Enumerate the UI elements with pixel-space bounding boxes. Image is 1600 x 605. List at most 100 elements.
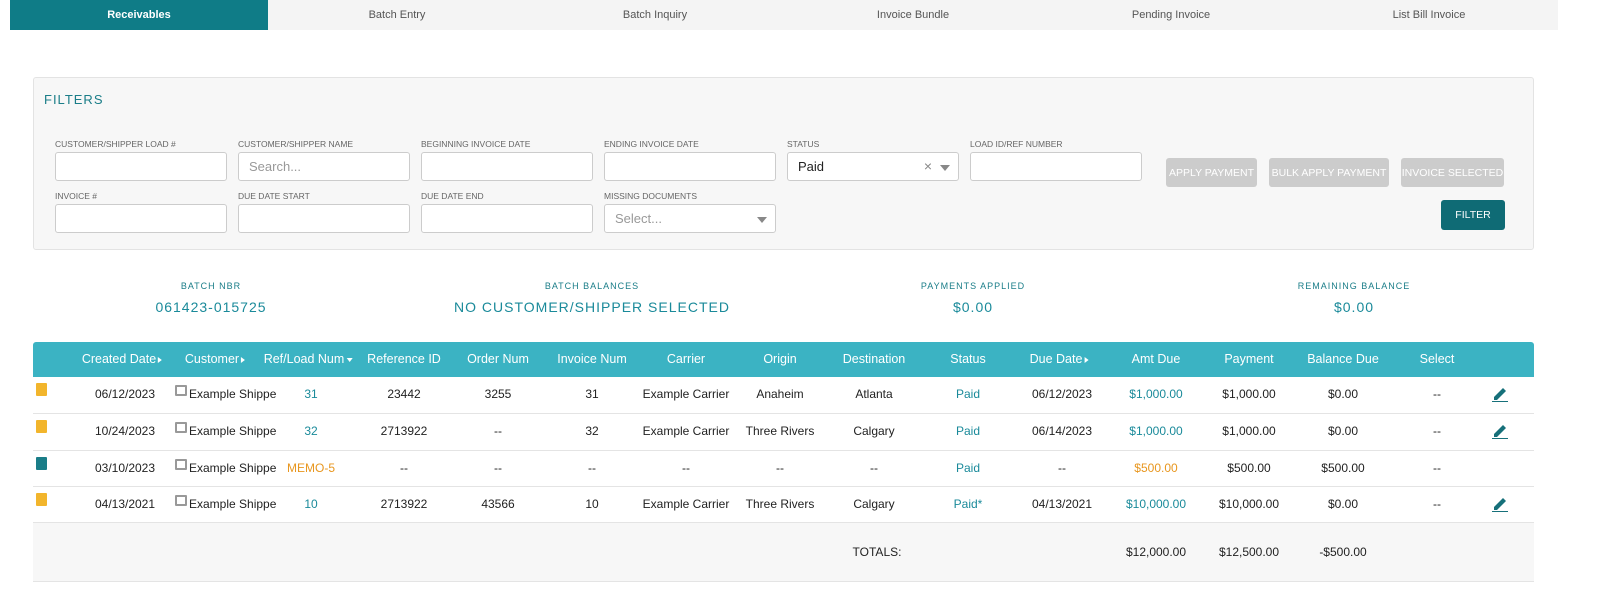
field-label: CUSTOMER/SHIPPER NAME bbox=[238, 139, 354, 149]
tab[interactable]: Invoice Bundle bbox=[784, 0, 1042, 30]
field-label: INVOICE # bbox=[55, 191, 98, 201]
table-cell: Calgary bbox=[853, 497, 895, 511]
field-label: DUE DATE START bbox=[238, 191, 310, 201]
table-cell: 32 bbox=[585, 424, 599, 438]
column-header[interactable]: Payment bbox=[1224, 352, 1274, 366]
column-header[interactable]: Customer bbox=[185, 352, 246, 366]
table-cell: 03/10/2023 bbox=[94, 461, 156, 475]
tab[interactable]: Pending Invoice bbox=[1042, 0, 1300, 30]
column-header[interactable]: Ref/Load Num bbox=[264, 352, 353, 366]
table-header bbox=[33, 342, 1534, 377]
input[interactable] bbox=[970, 152, 1142, 181]
edit-glyph[interactable] bbox=[1492, 384, 1508, 403]
column-header[interactable]: Order Num bbox=[467, 352, 529, 366]
table-cell: Anaheim bbox=[756, 387, 804, 401]
field-label: LOAD ID/REF NUMBER bbox=[970, 139, 1063, 149]
edit-icon[interactable] bbox=[1492, 421, 1508, 440]
column-header[interactable]: Destination bbox=[842, 352, 906, 366]
input[interactable] bbox=[421, 204, 593, 233]
table-cell: -- bbox=[588, 461, 596, 475]
edit-icon[interactable] bbox=[1492, 494, 1508, 513]
table-cell[interactable]: Paid bbox=[955, 387, 981, 401]
edit-glyph[interactable] bbox=[1492, 421, 1508, 440]
input[interactable] bbox=[238, 204, 410, 233]
column-header[interactable]: Invoice Num bbox=[557, 352, 627, 366]
document-icon[interactable] bbox=[36, 420, 47, 433]
table-cell: -- bbox=[400, 461, 408, 475]
column-header[interactable]: Select bbox=[1419, 352, 1455, 366]
table-cell[interactable]: $1,000.00 bbox=[1129, 424, 1183, 438]
column-header[interactable]: Origin bbox=[763, 352, 797, 366]
customer-icon[interactable] bbox=[175, 459, 187, 470]
table-cell: 06/12/2023 bbox=[94, 387, 156, 401]
table-cell: 04/13/2021 bbox=[94, 497, 156, 511]
tab[interactable]: List Bill Invoice bbox=[1300, 0, 1558, 30]
table-cell: 06/14/2023 bbox=[1031, 424, 1093, 438]
field-label: ENDING INVOICE DATE bbox=[604, 139, 699, 149]
table-cell[interactable]: $500.00 bbox=[1134, 461, 1178, 475]
table-cell[interactable]: 10 bbox=[304, 497, 318, 511]
column-header[interactable]: Status bbox=[950, 352, 986, 366]
input[interactable] bbox=[55, 204, 227, 233]
input[interactable] bbox=[604, 152, 776, 181]
document-icon[interactable] bbox=[36, 493, 47, 506]
table-cell[interactable]: Paid bbox=[955, 461, 981, 475]
edit-glyph[interactable] bbox=[1492, 494, 1508, 513]
summary-value: NO CUSTOMER/SHIPPER SELECTED bbox=[454, 299, 730, 315]
column-header[interactable]: Amt Due bbox=[1131, 352, 1181, 366]
column-header[interactable]: Balance Due bbox=[1307, 352, 1379, 366]
input[interactable]: Search... bbox=[238, 152, 410, 181]
table-cell[interactable]: Paid bbox=[955, 424, 981, 438]
button[interactable]: FILTER bbox=[1441, 200, 1505, 230]
customer-icon[interactable] bbox=[175, 495, 187, 506]
summary-label: BATCH NBR bbox=[180, 281, 242, 291]
column-header[interactable]: Carrier bbox=[666, 352, 706, 366]
edit-icon[interactable] bbox=[1492, 384, 1508, 403]
document-icon[interactable] bbox=[36, 383, 47, 396]
sort-arrow[interactable] bbox=[241, 356, 246, 363]
table-cell[interactable]: $10,000.00 bbox=[1125, 497, 1187, 511]
table-cell: Example Carrier bbox=[642, 424, 730, 438]
dropdown-caret[interactable] bbox=[757, 217, 767, 223]
table-cell: Example Shippe bbox=[189, 387, 277, 401]
field-label: STATUS bbox=[787, 139, 820, 149]
table-cell: -- bbox=[682, 461, 690, 475]
table-cell: $0.00 bbox=[1327, 424, 1359, 438]
input[interactable]: Select... bbox=[604, 204, 776, 233]
document-icon[interactable] bbox=[36, 457, 47, 470]
table-cell: 04/13/2021 bbox=[1031, 497, 1093, 511]
table-cell: -- bbox=[1433, 497, 1441, 511]
tab[interactable]: Batch Inquiry bbox=[526, 0, 784, 30]
button[interactable]: BULK APPLY PAYMENT bbox=[1269, 158, 1389, 187]
column-header[interactable]: Due Date bbox=[1030, 352, 1089, 366]
dropdown-caret[interactable] bbox=[940, 165, 950, 171]
clear-icon[interactable]: × bbox=[923, 158, 932, 174]
table-cell: 10/24/2023 bbox=[94, 424, 156, 438]
button[interactable]: APPLY PAYMENT bbox=[1166, 158, 1257, 187]
table-cell: -- bbox=[776, 461, 784, 475]
tab[interactable]: Batch Entry bbox=[268, 0, 526, 30]
table-cell: -- bbox=[494, 424, 502, 438]
button[interactable]: INVOICE SELECTED bbox=[1401, 158, 1504, 187]
input[interactable] bbox=[421, 152, 593, 181]
table-cell[interactable]: $1,000.00 bbox=[1129, 387, 1183, 401]
sort-arrow[interactable] bbox=[158, 356, 163, 363]
table-cell[interactable]: Paid* bbox=[953, 497, 983, 511]
table-cell[interactable]: MEMO-5 bbox=[287, 461, 335, 475]
column-header[interactable]: Created Date bbox=[82, 352, 163, 366]
input[interactable]: Paid × bbox=[787, 152, 959, 181]
tab[interactable]: Receivables bbox=[10, 0, 268, 30]
input[interactable] bbox=[55, 152, 227, 181]
field-label: CUSTOMER/SHIPPER LOAD # bbox=[55, 139, 176, 149]
customer-icon[interactable] bbox=[175, 422, 187, 433]
column-header[interactable]: Reference ID bbox=[367, 352, 441, 366]
summary-label: REMAINING BALANCE bbox=[1297, 281, 1411, 291]
table-cell[interactable]: 32 bbox=[304, 424, 318, 438]
customer-icon[interactable] bbox=[175, 385, 187, 396]
sort-arrow[interactable] bbox=[346, 357, 353, 362]
table-cell[interactable]: 31 bbox=[304, 387, 318, 401]
totals-balance-due: -$500.00 bbox=[1319, 545, 1367, 559]
sort-arrow[interactable] bbox=[1084, 356, 1089, 363]
table-cell: Example Carrier bbox=[642, 497, 730, 511]
